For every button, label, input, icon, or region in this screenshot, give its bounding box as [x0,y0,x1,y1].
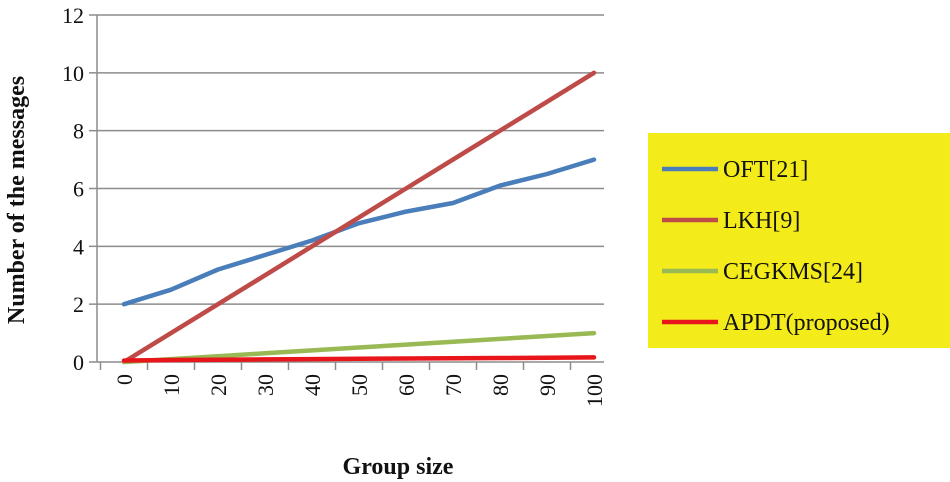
x-tick-label: 80 [488,374,513,396]
gridlines [97,14,604,305]
legend-label-lkh-9: LKH[9] [723,208,800,234]
x-tick-label: 30 [253,374,278,396]
series-line-lkh-9 [121,70,597,365]
x-tick-label: 20 [206,374,231,396]
axes [89,14,604,370]
x-axis-title: Group size [343,454,454,480]
legend: OFT[21] LKH[9] CEGKMS[24] APDT(proposed) [648,133,950,348]
legend-label-apdt-proposed: APDT(proposed) [723,310,890,336]
y-tick-label: 12 [62,3,84,28]
x-tick-label: 100 [582,374,607,407]
series-lines [121,70,597,365]
y-axis-title: Number of the messages [4,76,30,324]
series-line-apdt-proposed [121,355,597,363]
y-tick-label: 8 [73,119,84,144]
series-line-cegkms-24 [121,330,597,365]
x-tick-label: 90 [535,374,560,396]
legend-label-oft-21: OFT[21] [723,157,808,183]
x-tick-label: 60 [394,374,419,396]
y-tick-label: 10 [62,61,84,86]
x-tick-label: 40 [300,374,325,396]
x-tick-label: 0 [112,374,137,385]
legend-label-cegkms-24: CEGKMS[24] [723,259,863,285]
x-tick-label: 50 [347,374,372,396]
y-tick-labels: 0 2 4 6 8 10 12 [62,3,84,375]
y-tick-label: 4 [73,234,84,259]
y-tick-label: 2 [73,292,84,317]
x-tick-labels: 0 10 20 30 40 50 60 70 80 90 100 [112,374,607,407]
x-tick-label: 10 [159,374,184,396]
x-tick-label: 70 [441,374,466,396]
series-line-oft-21 [121,157,597,307]
y-tick-label: 6 [73,177,84,202]
y-tick-label: 0 [73,350,84,375]
